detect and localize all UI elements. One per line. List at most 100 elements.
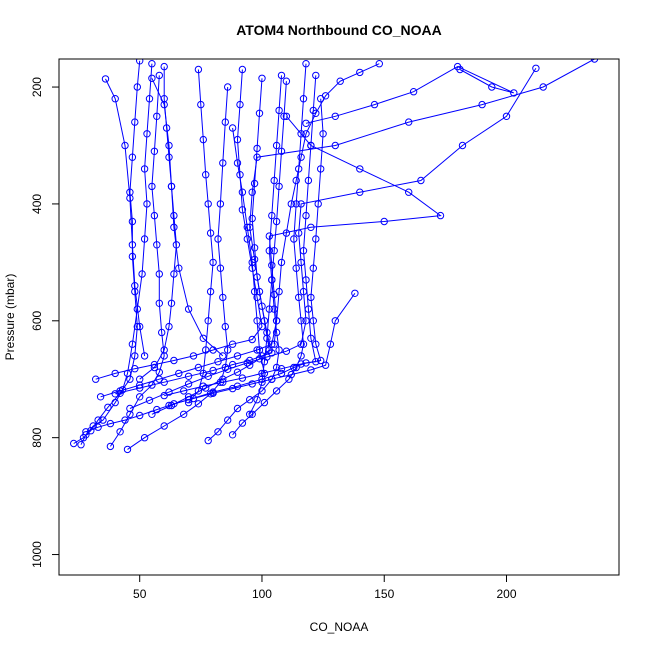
data-point-3-7 <box>158 328 166 337</box>
data-point-11-16 <box>417 176 425 185</box>
data-point-3-10 <box>153 241 161 249</box>
data-point-14-2 <box>199 369 208 378</box>
profile-line-18 <box>105 78 146 356</box>
data-point-20-9 <box>282 229 291 237</box>
data-point-7-17 <box>312 71 320 80</box>
data-point-1-14 <box>145 95 154 103</box>
data-point-6-13 <box>292 200 300 208</box>
data-point-21-6 <box>331 112 339 121</box>
data-point-13-5 <box>170 270 178 278</box>
data-point-10-16 <box>405 118 413 126</box>
data-point-4-12 <box>214 235 222 243</box>
data-point-10-12 <box>246 223 254 232</box>
data-point-22-1 <box>233 159 242 167</box>
data-point-17-8 <box>317 356 325 365</box>
data-point-1-10 <box>140 235 149 243</box>
data-point-14-5 <box>206 287 215 296</box>
data-point-19-6 <box>184 305 193 313</box>
x-tick-label-200: 200 <box>496 587 516 601</box>
data-point-17-1 <box>180 387 188 395</box>
data-point-20-11 <box>275 287 283 296</box>
data-point-4-13 <box>216 200 225 208</box>
data-point-14-9 <box>202 171 210 179</box>
data-point-13-9 <box>165 153 173 161</box>
data-point-17-6 <box>277 365 286 373</box>
data-point-18-2 <box>121 141 129 150</box>
data-point-20-7 <box>292 176 300 185</box>
data-point-5-9 <box>272 328 281 337</box>
data-point-16-12 <box>287 370 295 379</box>
data-point-5-1 <box>214 428 222 436</box>
data-point-2-15 <box>133 83 142 91</box>
data-point-12-12 <box>268 261 276 269</box>
profile-line-19 <box>151 78 224 357</box>
data-point-11-17 <box>458 141 467 150</box>
y-tick-label-800: 800 <box>30 427 44 447</box>
data-point-16-6 <box>170 400 178 408</box>
data-point-16-7 <box>189 394 198 403</box>
data-point-9-17 <box>238 65 247 74</box>
data-point-9-1 <box>111 369 119 378</box>
data-point-5-2 <box>224 416 232 424</box>
data-point-16-3 <box>121 416 129 424</box>
data-point-16-16 <box>331 317 339 325</box>
data-point-18-3 <box>126 194 134 202</box>
data-point-5-0 <box>204 436 212 445</box>
data-point-20-0 <box>375 60 383 68</box>
data-point-2-16 <box>136 59 144 65</box>
data-point-18-4 <box>128 241 137 249</box>
data-point-18-5 <box>131 282 139 290</box>
data-point-16-11 <box>268 375 276 383</box>
data-point-17-9 <box>312 340 320 348</box>
data-point-17-12 <box>309 264 317 272</box>
data-point-3-0 <box>106 442 115 451</box>
data-point-11-8 <box>282 347 291 355</box>
profile-line-6 <box>232 63 307 436</box>
data-point-4-2 <box>160 422 168 430</box>
data-point-20-5 <box>302 130 310 138</box>
data-point-10-13 <box>248 188 256 196</box>
data-point-4-15 <box>221 118 230 126</box>
data-point-2-6 <box>126 375 134 383</box>
data-point-11-1 <box>145 396 154 404</box>
data-point-2-4 <box>104 403 112 411</box>
data-point-5-14 <box>270 176 278 185</box>
data-point-16-8 <box>209 389 217 397</box>
x-tick-label-150: 150 <box>374 587 394 601</box>
data-point-15-1 <box>253 396 261 404</box>
data-point-4-8 <box>224 346 232 354</box>
data-point-2-7 <box>131 352 139 360</box>
data-point-14-12 <box>194 65 203 74</box>
data-point-7-13 <box>302 211 310 220</box>
data-point-10-15 <box>331 141 339 150</box>
data-point-22-6 <box>253 317 261 325</box>
plot-frame <box>58 58 620 576</box>
data-point-13-2 <box>160 346 168 354</box>
x-tick-label-50: 50 <box>133 587 147 601</box>
data-point-19-2 <box>165 141 173 150</box>
data-point-16-1 <box>94 423 102 431</box>
data-point-11-5 <box>224 365 232 373</box>
data-point-6-2 <box>248 410 256 418</box>
data-point-15-8 <box>272 217 281 226</box>
data-point-10-14 <box>253 153 261 161</box>
data-point-8-12 <box>250 244 259 252</box>
data-point-3-9 <box>155 270 164 278</box>
data-point-12-15 <box>380 217 388 226</box>
data-point-11-19 <box>532 64 540 73</box>
data-point-1-0 <box>77 441 85 449</box>
data-point-11-11 <box>299 287 308 296</box>
data-point-8-3 <box>184 372 193 380</box>
data-point-10-5 <box>233 368 242 376</box>
data-point-20-10 <box>277 258 286 267</box>
data-point-17-5 <box>258 369 266 378</box>
data-point-15-7 <box>270 247 278 255</box>
series-layer <box>70 59 599 454</box>
data-point-6-5 <box>285 375 293 383</box>
profile-line-14 <box>188 69 214 403</box>
data-point-5-13 <box>268 211 276 220</box>
profile-line-9 <box>95 69 263 380</box>
data-point-4-14 <box>219 159 227 167</box>
data-point-16-13 <box>307 366 315 374</box>
data-point-19-7 <box>199 334 208 342</box>
